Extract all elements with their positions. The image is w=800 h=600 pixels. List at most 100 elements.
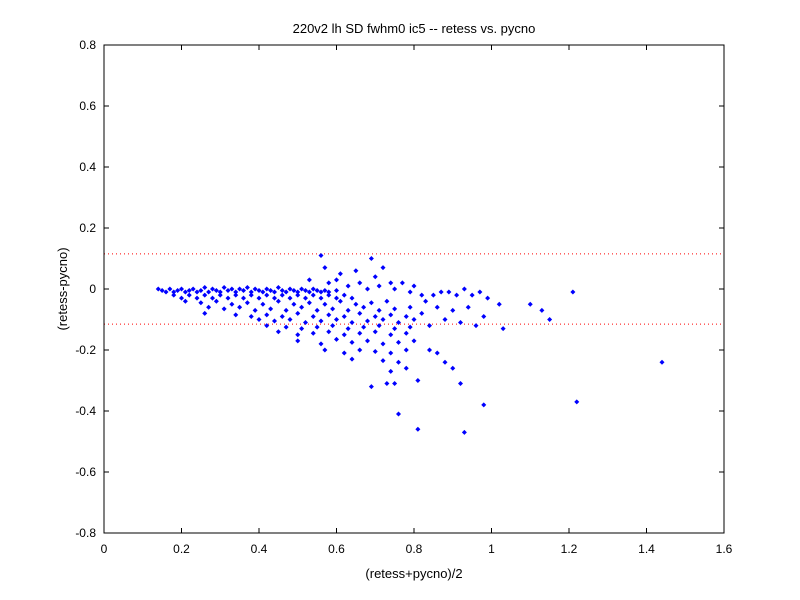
data-point bbox=[380, 317, 386, 322]
data-point bbox=[237, 304, 243, 310]
data-point bbox=[419, 310, 425, 316]
data-point bbox=[264, 292, 270, 298]
data-point bbox=[190, 286, 196, 292]
data-point bbox=[423, 298, 429, 304]
data-point bbox=[349, 356, 355, 362]
x-tick-label: 0.4 bbox=[251, 542, 268, 556]
data-point bbox=[659, 359, 665, 365]
data-point bbox=[376, 323, 382, 329]
data-point bbox=[415, 426, 421, 432]
data-point bbox=[372, 349, 378, 355]
data-point bbox=[264, 323, 270, 329]
data-point bbox=[388, 280, 394, 286]
y-tick-label: 0.4 bbox=[79, 160, 96, 174]
data-point bbox=[322, 347, 328, 353]
data-point bbox=[310, 313, 316, 319]
data-point bbox=[318, 341, 324, 347]
data-point bbox=[430, 292, 436, 298]
data-point bbox=[407, 289, 413, 295]
y-tick-label: -0.8 bbox=[75, 526, 96, 540]
data-point bbox=[306, 289, 312, 295]
x-tick-label: 0.2 bbox=[173, 542, 190, 556]
data-point bbox=[411, 338, 417, 344]
data-point bbox=[345, 283, 351, 289]
data-point bbox=[372, 329, 378, 335]
data-point bbox=[213, 298, 219, 304]
data-point bbox=[334, 336, 339, 342]
x-tick-label: 1 bbox=[488, 542, 495, 556]
data-point bbox=[303, 320, 308, 326]
data-point bbox=[213, 288, 219, 294]
data-point bbox=[279, 313, 285, 319]
y-tick-label: 0.2 bbox=[79, 221, 96, 235]
y-tick-label: 0.8 bbox=[79, 38, 96, 52]
data-point bbox=[186, 292, 192, 298]
y-axis-label: (retess-pycno) bbox=[55, 247, 70, 330]
y-axis-ticks: -0.8 -0.6 -0.4 -0.2 0 0.2 0.4 0.6 0.8 bbox=[75, 38, 724, 540]
data-point bbox=[210, 295, 215, 301]
data-point bbox=[182, 298, 188, 304]
data-point bbox=[295, 332, 301, 338]
data-point bbox=[194, 289, 200, 295]
data-point bbox=[283, 307, 289, 313]
data-point bbox=[202, 292, 208, 298]
data-point bbox=[349, 320, 355, 326]
data-point bbox=[392, 286, 398, 292]
data-point bbox=[465, 304, 471, 310]
data-point bbox=[256, 295, 262, 301]
data-point bbox=[461, 429, 467, 435]
data-point bbox=[396, 359, 401, 365]
data-point bbox=[279, 288, 285, 294]
data-point bbox=[337, 271, 343, 277]
data-point bbox=[527, 301, 533, 307]
data-point bbox=[469, 292, 475, 298]
data-point bbox=[248, 313, 254, 319]
data-point bbox=[275, 329, 281, 335]
data-point bbox=[314, 288, 320, 294]
data-point bbox=[415, 378, 421, 383]
data-point bbox=[248, 289, 254, 295]
data-point bbox=[206, 289, 212, 295]
data-point bbox=[446, 289, 452, 295]
data-point bbox=[194, 295, 200, 301]
data-point bbox=[256, 317, 262, 322]
data-point bbox=[372, 274, 378, 280]
data-point bbox=[314, 324, 320, 330]
data-point bbox=[225, 295, 231, 301]
data-point bbox=[272, 295, 277, 301]
data-point bbox=[473, 323, 479, 329]
x-tick-label: 0.6 bbox=[328, 542, 345, 556]
data-point bbox=[357, 310, 363, 316]
data-point bbox=[547, 317, 553, 322]
data-point bbox=[384, 298, 390, 304]
y-tick-label: 0 bbox=[89, 282, 96, 296]
data-point bbox=[318, 295, 324, 301]
data-point bbox=[396, 339, 401, 345]
data-point bbox=[233, 292, 239, 298]
data-point bbox=[380, 341, 386, 347]
data-point bbox=[388, 368, 394, 374]
data-point bbox=[427, 347, 432, 353]
data-point bbox=[341, 350, 347, 356]
x-tick-label: 1.6 bbox=[716, 542, 733, 556]
data-point bbox=[260, 289, 266, 295]
data-point bbox=[233, 289, 239, 295]
data-point bbox=[268, 288, 274, 294]
data-point bbox=[458, 320, 463, 326]
data-point bbox=[295, 289, 301, 295]
data-point bbox=[306, 277, 312, 283]
data-point bbox=[241, 288, 246, 294]
data-point bbox=[229, 286, 235, 292]
plot-area bbox=[104, 45, 724, 533]
data-point bbox=[442, 359, 448, 365]
data-point bbox=[403, 365, 409, 371]
data-point bbox=[326, 329, 332, 335]
y-tick-label: -0.4 bbox=[75, 404, 96, 418]
data-point bbox=[438, 289, 444, 295]
data-point bbox=[244, 300, 250, 306]
data-point bbox=[175, 288, 181, 294]
data-point bbox=[229, 301, 235, 307]
data-point bbox=[326, 312, 332, 318]
data-point bbox=[291, 301, 297, 307]
